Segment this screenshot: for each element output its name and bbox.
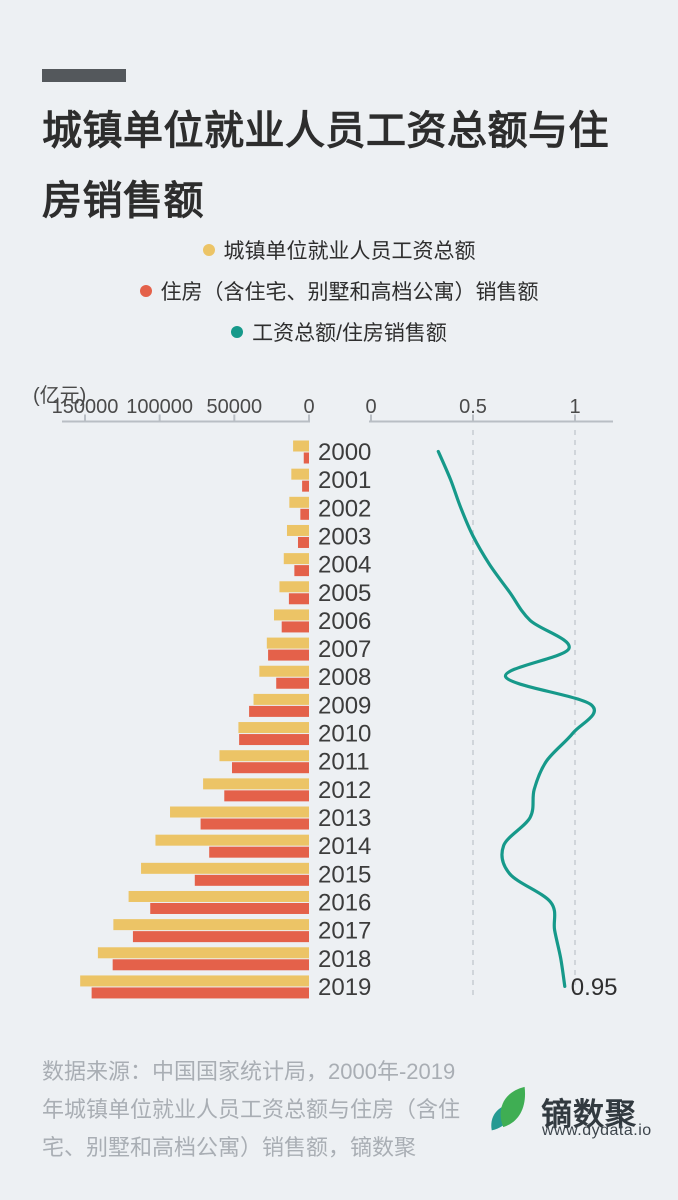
wages-legend-dot-icon	[202, 243, 215, 256]
housing-bar-2007	[268, 649, 309, 661]
ratio-legend-dot-icon	[231, 325, 244, 338]
housing-bar-2019	[91, 987, 310, 999]
year-label-2010: 2010	[318, 721, 371, 748]
logo-website-url: www.dydata.io	[542, 1122, 652, 1139]
housing-bar-2018	[112, 959, 309, 971]
page-title: 城镇单位就业人员工资总额与住房销售额	[42, 109, 609, 223]
housing-bar-2010	[239, 734, 309, 746]
ratio-axis-tick-label: 0.5	[459, 396, 487, 418]
wages-bar-2015	[141, 862, 309, 874]
bar-axis-tick-label: 100000	[126, 396, 193, 418]
ratio-axis-tick-label: 1	[569, 396, 580, 418]
year-label-2008: 2008	[318, 664, 371, 691]
leaf-logo-icon	[491, 1086, 526, 1131]
year-label-2001: 2001	[318, 467, 371, 494]
wages-bar-2010	[238, 722, 309, 734]
housing-bar-2000	[303, 452, 309, 464]
bar-axis-tick-label: 50000	[207, 396, 263, 418]
year-label-2007: 2007	[318, 636, 371, 663]
legend-item-wages: 城镇单位就业人员工资总额	[202, 229, 476, 270]
bar-axis-tick-label: 0	[303, 396, 314, 418]
wages-bar-2012	[203, 778, 309, 790]
housing-bar-2012	[224, 790, 309, 802]
logo-brand-text: 镝数聚	[541, 1097, 637, 1132]
housing-bar-2017	[132, 931, 309, 943]
wages-bar-2004	[283, 553, 309, 565]
wages-bar-2018	[97, 947, 309, 959]
housing-bar-2005	[288, 593, 309, 605]
housing-bar-2014	[209, 846, 309, 858]
bar-axis-tick-label: 150000	[52, 396, 119, 418]
chart-legend: 城镇单位就业人员工资总额 住房（含住宅、别墅和高档公寓）销售额 工资总额/住房销…	[0, 229, 678, 352]
legend-item-housing: 住房（含住宅、别墅和高档公寓）销售额	[139, 270, 539, 311]
year-label-2015: 2015	[318, 861, 371, 888]
ratio-line	[436, 449, 596, 988]
year-label-2009: 2009	[318, 692, 371, 719]
dydata-logo: 镝数聚 www.dydata.io	[489, 1082, 652, 1152]
year-label-2011: 2011	[318, 749, 370, 776]
wages-bar-2003	[286, 524, 309, 536]
title-accent-bar	[42, 69, 126, 82]
wages-bar-2014	[155, 834, 309, 846]
wages-bar-2011	[219, 750, 309, 762]
wages-bar-2006	[273, 609, 309, 621]
year-label-2003: 2003	[318, 523, 371, 550]
source-line: 宅、别墅和高档公寓）销售额，镝数聚	[42, 1135, 417, 1160]
year-label-2017: 2017	[318, 918, 371, 945]
year-label-2000: 2000	[318, 439, 371, 466]
year-label-2004: 2004	[318, 552, 371, 579]
year-label-2014: 2014	[318, 833, 371, 860]
legend-item-label: 住房（含住宅、别墅和高档公寓）销售额	[160, 280, 539, 304]
wages-bar-2019	[80, 975, 309, 987]
year-label-2006: 2006	[318, 608, 371, 635]
wages-bar-2005	[279, 581, 309, 593]
year-label-2002: 2002	[318, 495, 371, 522]
wages-bar-2001	[291, 468, 309, 480]
wages-bar-2009	[253, 693, 309, 705]
source-line: 年城镇单位就业人员工资总额与住房（含住	[42, 1097, 461, 1122]
wages-bar-2013	[170, 806, 309, 818]
wages-bar-2007	[266, 637, 309, 649]
year-label-2016: 2016	[318, 889, 371, 916]
year-label-2013: 2013	[318, 805, 371, 832]
wages-bar-2017	[113, 919, 309, 931]
legend-item-label: 城镇单位就业人员工资总额	[223, 239, 476, 263]
legend-item-ratio: 工资总额/住房销售额	[231, 311, 447, 352]
ratio-annotation: 0.95	[571, 974, 618, 1001]
legend-item-label: 工资总额/住房销售额	[252, 321, 447, 345]
housing-bar-2002	[300, 508, 309, 520]
source-line: 数据来源：中国国家统计局，2000年-2019	[42, 1059, 456, 1084]
year-label-2012: 2012	[318, 777, 371, 804]
housing-bar-2008	[276, 677, 309, 689]
housing-bar-2003	[297, 536, 309, 548]
housing-bar-2016	[150, 902, 309, 914]
year-label-2019: 2019	[318, 974, 371, 1001]
housing-bar-2015	[194, 874, 309, 886]
wages-bar-2016	[128, 890, 309, 902]
housing-bar-2011	[232, 762, 309, 774]
housing-bar-2001	[302, 480, 309, 492]
wages-bar-2002	[289, 496, 309, 508]
housing-bar-2004	[294, 565, 309, 577]
housing-bar-2006	[281, 621, 309, 633]
wages-bar-2000	[293, 440, 309, 452]
axis-unit-label: (亿元)	[33, 385, 87, 407]
data-source-note: 数据来源：中国国家统计局，2000年-2019 年城镇单位就业人员工资总额与住房…	[42, 1053, 492, 1167]
ratio-axis-tick-label: 0	[365, 396, 376, 418]
housing-bar-2013	[200, 818, 309, 830]
wages-bar-2008	[259, 665, 309, 677]
housing-legend-dot-icon	[139, 284, 152, 297]
housing-bar-2009	[249, 705, 309, 717]
year-label-2018: 2018	[318, 946, 371, 973]
year-label-2005: 2005	[318, 580, 371, 607]
